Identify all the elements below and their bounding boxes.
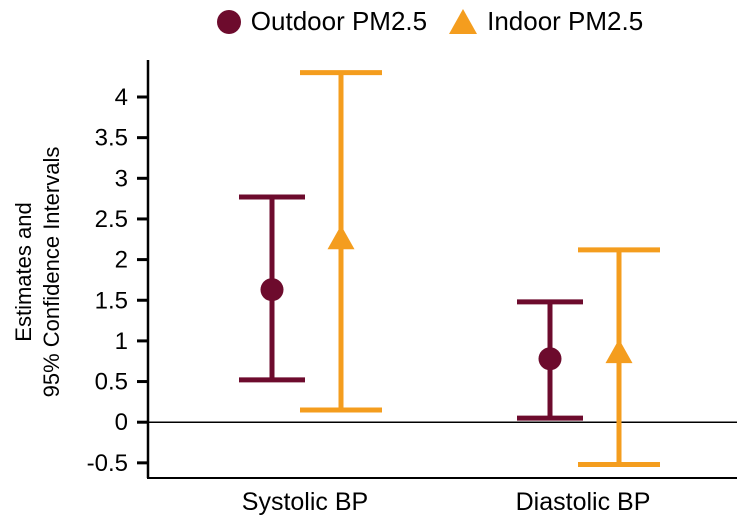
y-tick-label: 1.5 [95, 287, 128, 314]
y-tick-label: 2 [115, 247, 128, 274]
legend: Outdoor PM2.5 Indoor PM2.5 [110, 6, 750, 37]
y-tick-label: 1 [115, 328, 128, 355]
y-tick-label: 0.5 [95, 369, 128, 396]
legend-item-indoor-pm25: Indoor PM2.5 [449, 6, 643, 37]
estimate-marker-triangle [327, 225, 355, 250]
legend-label-indoor: Indoor PM2.5 [487, 6, 644, 36]
x-category-label: Systolic BP [242, 488, 368, 516]
legend-label-outdoor: Outdoor PM2.5 [250, 6, 428, 36]
x-category-label: Diastolic BP [516, 488, 651, 516]
y-tick-label: 3.5 [95, 125, 128, 152]
estimate-marker-triangle [605, 339, 633, 364]
y-tick-label: 3 [115, 165, 128, 192]
y-tick-label: 4 [115, 84, 128, 111]
estimate-marker-circle [538, 347, 562, 371]
estimate-marker-circle [260, 278, 284, 302]
y-tick-label: 2.5 [95, 206, 128, 233]
indoor-triangle-marker-icon [449, 9, 478, 34]
y-tick-label: 0 [115, 409, 128, 436]
y-tick-label: -0.5 [87, 450, 128, 477]
outdoor-circle-marker-icon [216, 9, 241, 34]
legend-item-outdoor-pm25: Outdoor PM2.5 [216, 6, 428, 37]
